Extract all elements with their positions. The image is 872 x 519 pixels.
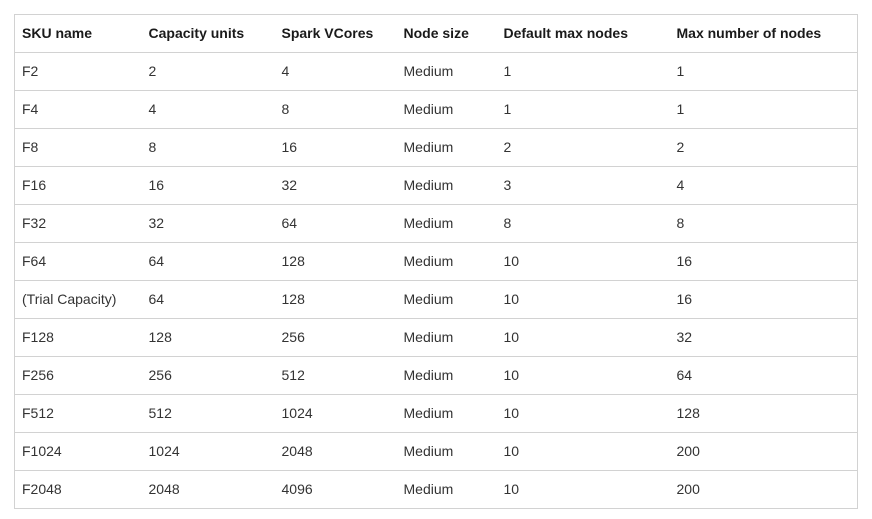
column-header: SKU name (14, 14, 142, 53)
table-cell: 8 (274, 90, 397, 129)
table-cell: 32 (141, 204, 275, 243)
table-cell: Medium (396, 204, 497, 243)
table-cell: Medium (396, 318, 497, 357)
column-header: Node size (396, 14, 497, 53)
table-cell: Medium (396, 166, 497, 205)
table-cell: Medium (396, 52, 497, 91)
table-cell: 64 (274, 204, 397, 243)
table-cell: 128 (274, 280, 397, 319)
table-cell: 4 (274, 52, 397, 91)
table-cell: 10 (496, 432, 670, 471)
table-cell: F512 (14, 394, 142, 433)
table-cell: Medium (396, 280, 497, 319)
table-cell: F64 (14, 242, 142, 281)
table-row: F512 512 1024 Medium 10 128 (14, 394, 858, 433)
table-cell: F2 (14, 52, 142, 91)
table-body: F2 2 4 Medium 1 1 F4 4 8 Medium 1 1 F8 8 16 Medium 2 2 F16… (14, 52, 858, 509)
table-cell: 16 (669, 242, 858, 281)
table-cell: 16 (274, 128, 397, 167)
table-cell: Medium (396, 432, 497, 471)
table-cell: 16 (141, 166, 275, 205)
table-cell: 10 (496, 318, 670, 357)
table-cell: (Trial Capacity) (14, 280, 142, 319)
table-cell: F16 (14, 166, 142, 205)
table-cell: 512 (141, 394, 275, 433)
table-cell: F32 (14, 204, 142, 243)
table-cell: 2 (496, 128, 670, 167)
table-cell: 1 (669, 90, 858, 129)
header-row: SKU name Capacity units Spark VCores Node s… (14, 14, 858, 53)
table-cell: 1024 (274, 394, 397, 433)
table-cell: 256 (141, 356, 275, 395)
table-cell: Medium (396, 356, 497, 395)
table-row: F32 32 64 Medium 8 8 (14, 204, 858, 243)
table-cell: 4 (141, 90, 275, 129)
table-cell: 4 (669, 166, 858, 205)
table-cell: Medium (396, 128, 497, 167)
table-cell: 3 (496, 166, 670, 205)
table-cell: 64 (141, 242, 275, 281)
table-cell: 200 (669, 470, 858, 509)
table-cell: 256 (274, 318, 397, 357)
table-row: F1024 1024 2048 Medium 10 200 (14, 432, 858, 471)
table-cell: 8 (496, 204, 670, 243)
column-header: Spark VCores (274, 14, 397, 53)
table-cell: F128 (14, 318, 142, 357)
table-row: F4 4 8 Medium 1 1 (14, 90, 858, 129)
table-cell: 8 (669, 204, 858, 243)
table-row: F2 2 4 Medium 1 1 (14, 52, 858, 91)
table-cell: Medium (396, 242, 497, 281)
table-cell: F1024 (14, 432, 142, 471)
table-cell: 32 (274, 166, 397, 205)
table-row: F256 256 512 Medium 10 64 (14, 356, 858, 395)
table-cell: Medium (396, 470, 497, 509)
table-cell: 2048 (141, 470, 275, 509)
table-cell: 2048 (274, 432, 397, 471)
column-header: Capacity units (141, 14, 275, 53)
table-cell: 10 (496, 280, 670, 319)
table-cell: 32 (669, 318, 858, 357)
table-cell: 64 (669, 356, 858, 395)
table-cell: 2 (669, 128, 858, 167)
table-cell: 8 (141, 128, 275, 167)
table-row: F64 64 128 Medium 10 16 (14, 242, 858, 281)
table-cell: F256 (14, 356, 142, 395)
table-cell: 128 (669, 394, 858, 433)
table-cell: 10 (496, 470, 670, 509)
table-cell: Medium (396, 90, 497, 129)
table-cell: 128 (141, 318, 275, 357)
table-cell: 10 (496, 242, 670, 281)
table-row: F128 128 256 Medium 10 32 (14, 318, 858, 357)
table-cell: 4096 (274, 470, 397, 509)
table-cell: 1 (669, 52, 858, 91)
sku-capacity-table: SKU name Capacity units Spark VCores Node s… (14, 14, 858, 509)
table-row: F2048 2048 4096 Medium 10 200 (14, 470, 858, 509)
table-cell: 1 (496, 52, 670, 91)
table-cell: F8 (14, 128, 142, 167)
table-cell: 10 (496, 356, 670, 395)
table-cell: 2 (141, 52, 275, 91)
table-cell: 200 (669, 432, 858, 471)
table-cell: F2048 (14, 470, 142, 509)
table-cell: 16 (669, 280, 858, 319)
table-cell: 64 (141, 280, 275, 319)
table-cell: 512 (274, 356, 397, 395)
table-cell: 1 (496, 90, 670, 129)
table-cell: 1024 (141, 432, 275, 471)
column-header: Max number of nodes (669, 14, 858, 53)
table-cell: F4 (14, 90, 142, 129)
table-row: (Trial Capacity) 64 128 Medium 10 16 (14, 280, 858, 319)
table-row: F16 16 32 Medium 3 4 (14, 166, 858, 205)
table-cell: Medium (396, 394, 497, 433)
table-cell: 10 (496, 394, 670, 433)
column-header: Default max nodes (496, 14, 670, 53)
table-cell: 128 (274, 242, 397, 281)
table-row: F8 8 16 Medium 2 2 (14, 128, 858, 167)
